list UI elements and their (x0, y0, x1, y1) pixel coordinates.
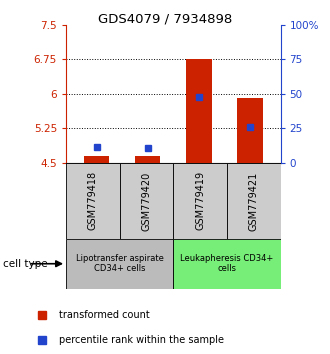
Bar (173, 163, 227, 239)
Bar (227, 163, 280, 239)
Text: Leukapheresis CD34+
cells: Leukapheresis CD34+ cells (180, 254, 274, 273)
Bar (66, 239, 173, 289)
Text: GDS4079 / 7934898: GDS4079 / 7934898 (98, 12, 232, 25)
Text: percentile rank within the sample: percentile rank within the sample (59, 335, 224, 346)
Bar (66, 163, 120, 239)
Text: cell type: cell type (3, 259, 48, 269)
Text: GSM779420: GSM779420 (142, 171, 151, 230)
Bar (237, 98, 263, 163)
Text: GSM779418: GSM779418 (88, 171, 98, 230)
Bar (186, 59, 212, 163)
Text: Lipotransfer aspirate
CD34+ cells: Lipotransfer aspirate CD34+ cells (76, 254, 164, 273)
Text: transformed count: transformed count (59, 309, 150, 320)
Text: GSM779421: GSM779421 (249, 171, 259, 230)
Bar (135, 156, 160, 163)
Bar (120, 163, 173, 239)
Bar (173, 239, 280, 289)
Bar (84, 156, 110, 163)
Text: GSM779419: GSM779419 (195, 171, 205, 230)
